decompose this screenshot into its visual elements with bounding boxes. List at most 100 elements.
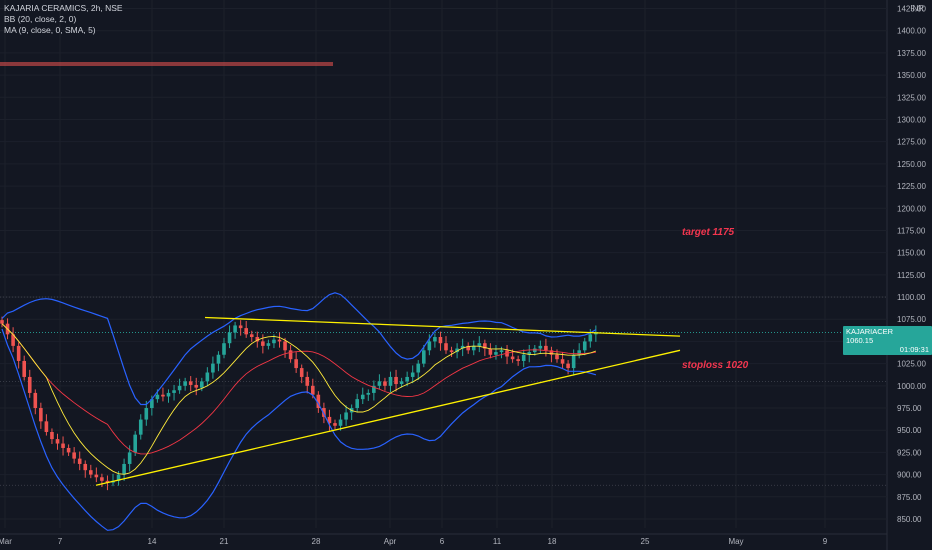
candle-body — [55, 439, 60, 444]
chart-legend: KAJARIA CERAMICS, 2h, NSE BB (20, close,… — [4, 3, 123, 36]
candle-body — [416, 363, 421, 373]
y-tick-label: 1075.00 — [897, 315, 926, 324]
candle-body — [288, 350, 293, 360]
x-tick-label: 25 — [641, 537, 650, 546]
y-tick-label: 1400.00 — [897, 27, 926, 36]
candle-body — [227, 332, 232, 344]
candle-body — [94, 474, 99, 478]
candle-body — [449, 350, 454, 353]
x-tick-label: Mar — [0, 537, 12, 546]
lower-trendline — [95, 349, 681, 486]
bb-upper-band — [1, 292, 597, 406]
y-tick-label: 875.00 — [897, 493, 922, 502]
candle-body — [261, 341, 265, 346]
candle-body — [588, 334, 593, 342]
candle-body — [582, 341, 587, 351]
x-tick-label: 7 — [58, 537, 63, 546]
candle-body — [188, 381, 193, 385]
stoploss-annotation: stoploss 1020 — [682, 360, 749, 371]
x-tick-label: 11 — [493, 537, 502, 546]
x-tick-label: 9 — [823, 537, 828, 546]
candle-body — [438, 336, 443, 344]
candle-body — [89, 470, 93, 475]
target-annotation: target 1175 — [682, 227, 735, 238]
price-value: 1060.15 — [846, 336, 874, 345]
highlight-strip — [0, 62, 333, 66]
y-tick-label: 900.00 — [897, 471, 922, 480]
candle-body — [66, 447, 71, 453]
candle-body — [122, 463, 126, 475]
candle-body — [200, 381, 204, 388]
candle-body — [533, 348, 537, 353]
y-tick-label: 1250.00 — [897, 160, 926, 169]
candle-body — [138, 419, 143, 435]
candle-body — [194, 384, 199, 388]
y-tick-label: 1000.00 — [897, 382, 926, 391]
candle-body — [133, 434, 137, 453]
ma9-line — [1, 323, 597, 475]
candle-body — [299, 368, 304, 377]
candle-body — [433, 336, 437, 342]
candle-body — [388, 376, 393, 386]
candle-body — [22, 360, 26, 377]
candle-body — [27, 376, 32, 393]
legend-bb: BB (20, close, 2, 0) — [4, 14, 77, 24]
candle-body — [222, 343, 226, 355]
y-tick-label: 1350.00 — [897, 71, 926, 80]
candle-body — [105, 480, 110, 483]
upper-trendline — [204, 316, 681, 337]
x-tick-label: May — [728, 537, 743, 546]
candle-body — [477, 343, 482, 346]
x-tick-label: 28 — [312, 537, 321, 546]
candle-body — [11, 334, 15, 346]
y-tick-label: 975.00 — [897, 404, 922, 413]
candle-body — [338, 419, 343, 426]
candle-body — [499, 350, 504, 353]
legend-ma: MA (9, close, 0, SMA, 5) — [4, 25, 96, 35]
currency-unit[interactable]: INR — [910, 4, 924, 13]
x-tick-label: 21 — [220, 537, 229, 546]
candle-body — [166, 392, 171, 397]
y-tick-label: 950.00 — [897, 426, 922, 435]
y-tick-label: 1225.00 — [897, 182, 926, 191]
candle-body — [283, 341, 287, 351]
candle-body — [233, 325, 237, 333]
candle-body — [161, 394, 165, 397]
candle-body — [422, 350, 426, 364]
candle-body — [544, 345, 548, 351]
candle-body — [100, 477, 104, 481]
candle-body — [494, 352, 498, 355]
candle-body — [77, 458, 82, 464]
y-tick-label: 1125.00 — [897, 271, 926, 280]
candle-body — [366, 392, 371, 395]
candle-body — [577, 350, 581, 355]
candle-body — [549, 350, 554, 355]
candle-body — [488, 348, 493, 355]
candle-body — [305, 376, 310, 386]
candle-body — [44, 421, 49, 432]
candle-body — [127, 452, 132, 464]
candle-body — [238, 325, 243, 329]
candle-body — [333, 423, 337, 426]
candle-body — [294, 359, 298, 369]
candle-body — [566, 363, 570, 369]
candle-body — [39, 408, 43, 422]
candle-body — [571, 354, 576, 369]
y-tick-label: 1375.00 — [897, 49, 926, 58]
y-tick-label: 1200.00 — [897, 204, 926, 213]
y-tick-label: 1150.00 — [897, 249, 926, 258]
y-tick-label: 1025.00 — [897, 360, 926, 369]
candle-body — [538, 345, 543, 349]
candle-body — [311, 385, 315, 395]
candle-body — [455, 348, 459, 353]
candle-body — [410, 372, 415, 377]
candle-body — [249, 334, 254, 337]
y-tick-label: 1175.00 — [897, 226, 926, 235]
candle-body — [272, 339, 276, 344]
candle-body — [83, 463, 88, 471]
candle-body — [244, 328, 248, 335]
y-tick-label: 1100.00 — [897, 293, 926, 302]
candle-body — [211, 363, 215, 373]
candle-body — [560, 359, 565, 364]
